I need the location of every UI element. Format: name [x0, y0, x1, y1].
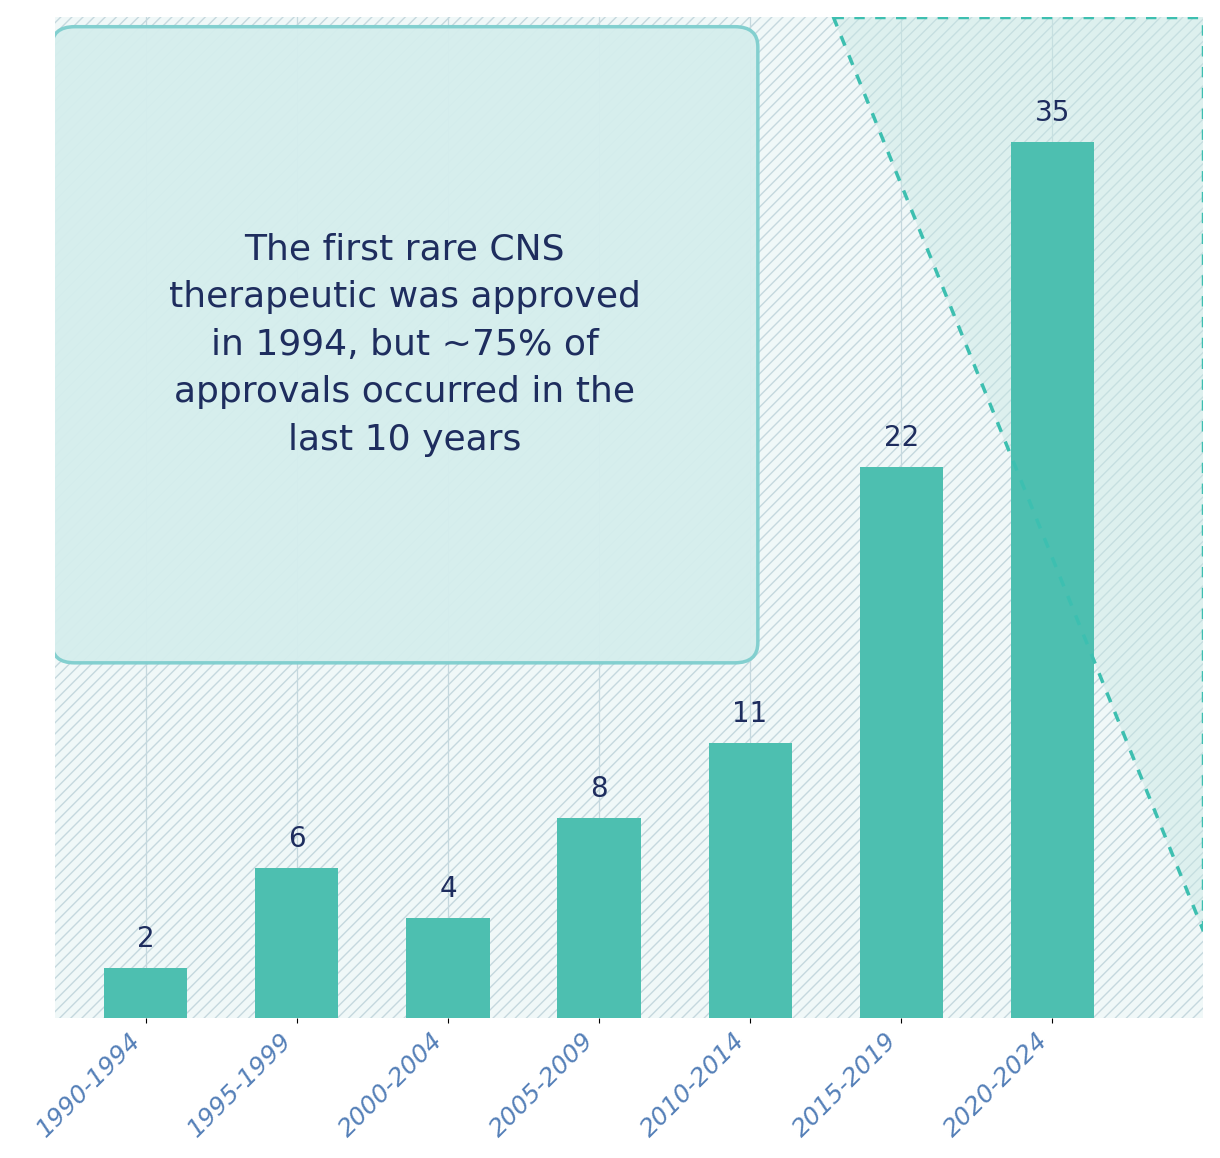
- Text: 22: 22: [883, 425, 919, 453]
- Text: 2: 2: [137, 925, 155, 953]
- Bar: [406, 918, 489, 1019]
- Bar: [709, 743, 792, 1019]
- Text: 4: 4: [439, 875, 456, 903]
- Bar: [860, 468, 943, 1019]
- Text: 11: 11: [732, 699, 767, 728]
- Text: The first rare CNS
therapeutic was approved
in 1994, but ~75% of
approvals occur: The first rare CNS therapeutic was appro…: [168, 233, 640, 456]
- Polygon shape: [833, 16, 1203, 931]
- Bar: [558, 818, 641, 1019]
- Bar: [255, 868, 338, 1019]
- FancyBboxPatch shape: [51, 27, 758, 662]
- Text: 8: 8: [590, 775, 608, 804]
- Bar: [104, 968, 188, 1019]
- Text: 35: 35: [1035, 98, 1070, 127]
- Text: 6: 6: [288, 826, 306, 853]
- Bar: [1010, 142, 1094, 1019]
